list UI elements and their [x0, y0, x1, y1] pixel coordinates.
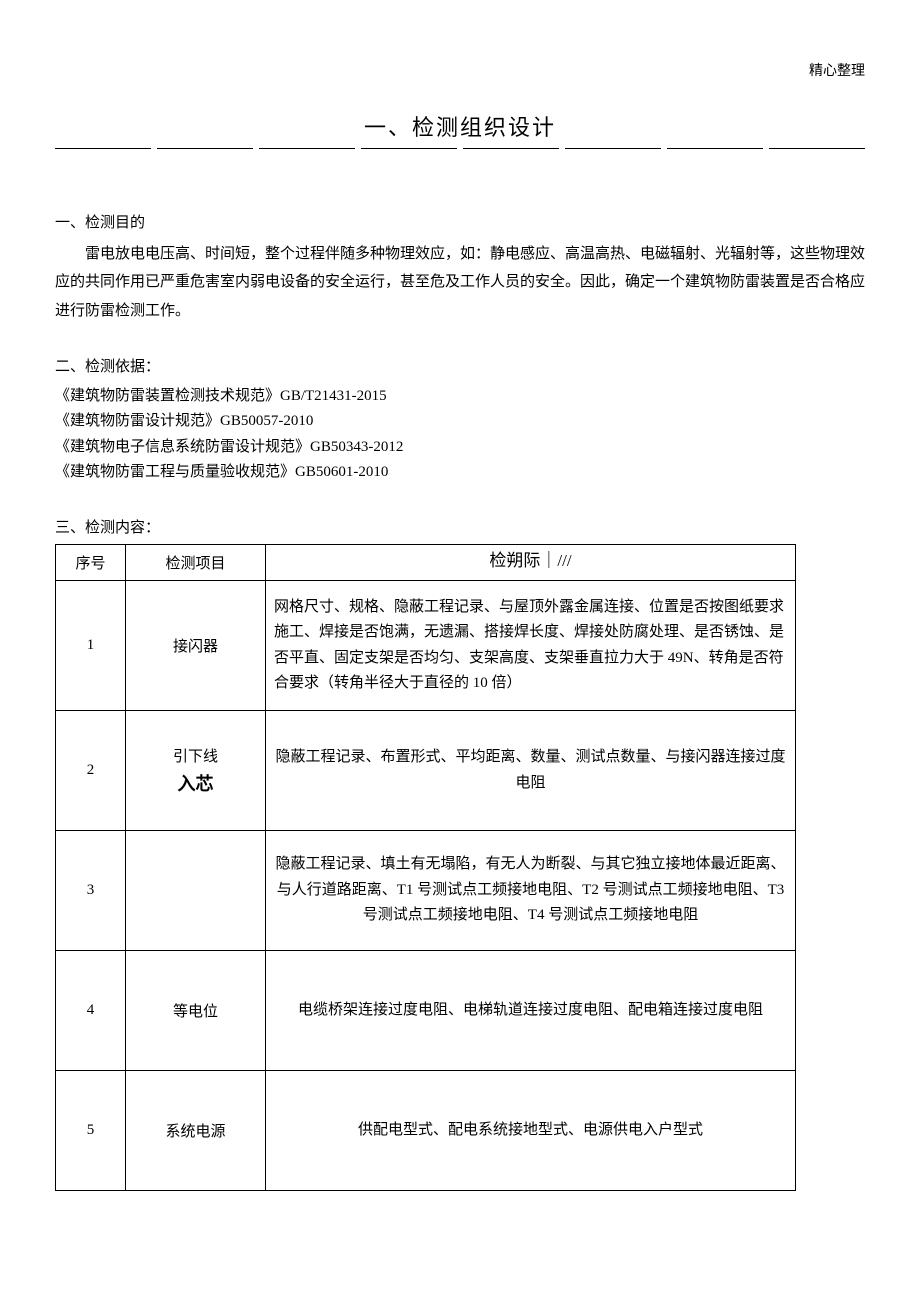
cell-item-sublabel: 入芯: [134, 770, 257, 796]
title-underline-seg: [157, 148, 253, 149]
table-row: 2引下线入芯隐蔽工程记录、布置形式、平均距离、数量、测试点数量、与接闪器连接过度…: [56, 711, 796, 831]
title-underline-seg: [565, 148, 661, 149]
table-row: 3 隐蔽工程记录、填土有无塌陷，有无人为断裂、与其它独立接地体最近距离、与人行道路…: [56, 831, 796, 951]
cell-index: 2: [56, 711, 126, 831]
title-underline-seg: [769, 148, 865, 149]
cell-item: [126, 831, 266, 951]
header-top-right-label: 精心整理: [809, 60, 865, 80]
col-header-desc: 检朔际｜///: [266, 545, 796, 581]
title-underline-seg: [55, 148, 151, 149]
cell-description: 隐蔽工程记录、布置形式、平均距离、数量、测试点数量、与接闪器连接过度电阻: [266, 711, 796, 831]
cell-index: 1: [56, 581, 126, 711]
spacer: [55, 486, 865, 500]
title-underline: [55, 148, 865, 149]
title-underline-seg: [463, 148, 559, 149]
cell-description: 供配电型式、配电系统接地型式、电源供电入户型式: [266, 1071, 796, 1191]
section3-heading: 三、检测内容：: [55, 514, 865, 543]
section1-body: 雷电放电电压高、时间短，整个过程伴随多种物理效应，如：静电感应、高温高热、电磁辐…: [55, 240, 865, 326]
title-underline-seg: [259, 148, 355, 149]
cell-item: 系统电源: [126, 1071, 266, 1191]
section1-heading: 一、检测目的: [55, 209, 865, 238]
table-row: 1 接闪器 网格尺寸、规格、隐蔽工程记录、与屋顶外露金属连接、位置是否按图纸要求施工…: [56, 581, 796, 711]
table-header-row: 序号 检测项目 检朔际｜///: [56, 545, 796, 581]
cell-index: 3: [56, 831, 126, 951]
page-title: 一、检测组织设计: [55, 110, 865, 142]
cell-item: 引下线入芯: [126, 711, 266, 831]
cell-index: 5: [56, 1071, 126, 1191]
title-underline-seg: [667, 148, 763, 149]
cell-item-label: 等电位: [173, 1004, 218, 1020]
cell-description: 电缆桥架连接过度电阻、电梯轨道连接过度电阻、配电箱连接过度电阻: [266, 951, 796, 1071]
cell-item: 等电位: [126, 951, 266, 1071]
table-row: 5 系统电源 供配电型式、配电系统接地型式、电源供电入户型式: [56, 1071, 796, 1191]
spacer: [55, 325, 865, 339]
title-underline-seg: [361, 148, 457, 149]
col-header-item: 检测项目: [126, 545, 266, 581]
document-page: 精心整理 一、检测组织设计 一、检测目的 雷电放电电压高、时间短，整个过程伴随多…: [0, 0, 920, 1301]
reference-line: 《建筑物防雷装置检测技术规范》GB/T21431-2015: [55, 384, 865, 410]
table-body: 1 接闪器 网格尺寸、规格、隐蔽工程记录、与屋顶外露金属连接、位置是否按图纸要求施工…: [56, 581, 796, 1191]
inspection-content-table: 序号 检测项目 检朔际｜/// 1 接闪器 网格尺寸、规格、隐蔽工程记录、与屋顶外露…: [55, 544, 796, 1191]
cell-item-label: 接闪器: [173, 639, 218, 655]
col-header-index: 序号: [56, 545, 126, 581]
reference-line: 《建筑物防雷工程与质量验收规范》GB50601-2010: [55, 460, 865, 486]
cell-description: 隐蔽工程记录、填土有无塌陷，有无人为断裂、与其它独立接地体最近距离、与人行道路距…: [266, 831, 796, 951]
section2-heading: 二、检测依据：: [55, 353, 865, 382]
cell-description: 网格尺寸、规格、隐蔽工程记录、与屋顶外露金属连接、位置是否按图纸要求施工、焊接是…: [266, 581, 796, 711]
cell-item-label: 系统电源: [165, 1124, 225, 1140]
table-row: 4 等电位 电缆桥架连接过度电阻、电梯轨道连接过度电阻、配电箱连接过度电阻: [56, 951, 796, 1071]
cell-index: 4: [56, 951, 126, 1071]
reference-line: 《建筑物电子信息系统防雷设计规范》GB50343-2012: [55, 435, 865, 461]
col-header-desc-text: 检朔际｜///: [489, 551, 571, 570]
cell-item-label: 引下线: [173, 749, 218, 765]
cell-item: 接闪器: [126, 581, 266, 711]
reference-line: 《建筑物防雷设计规范》GB50057-2010: [55, 409, 865, 435]
